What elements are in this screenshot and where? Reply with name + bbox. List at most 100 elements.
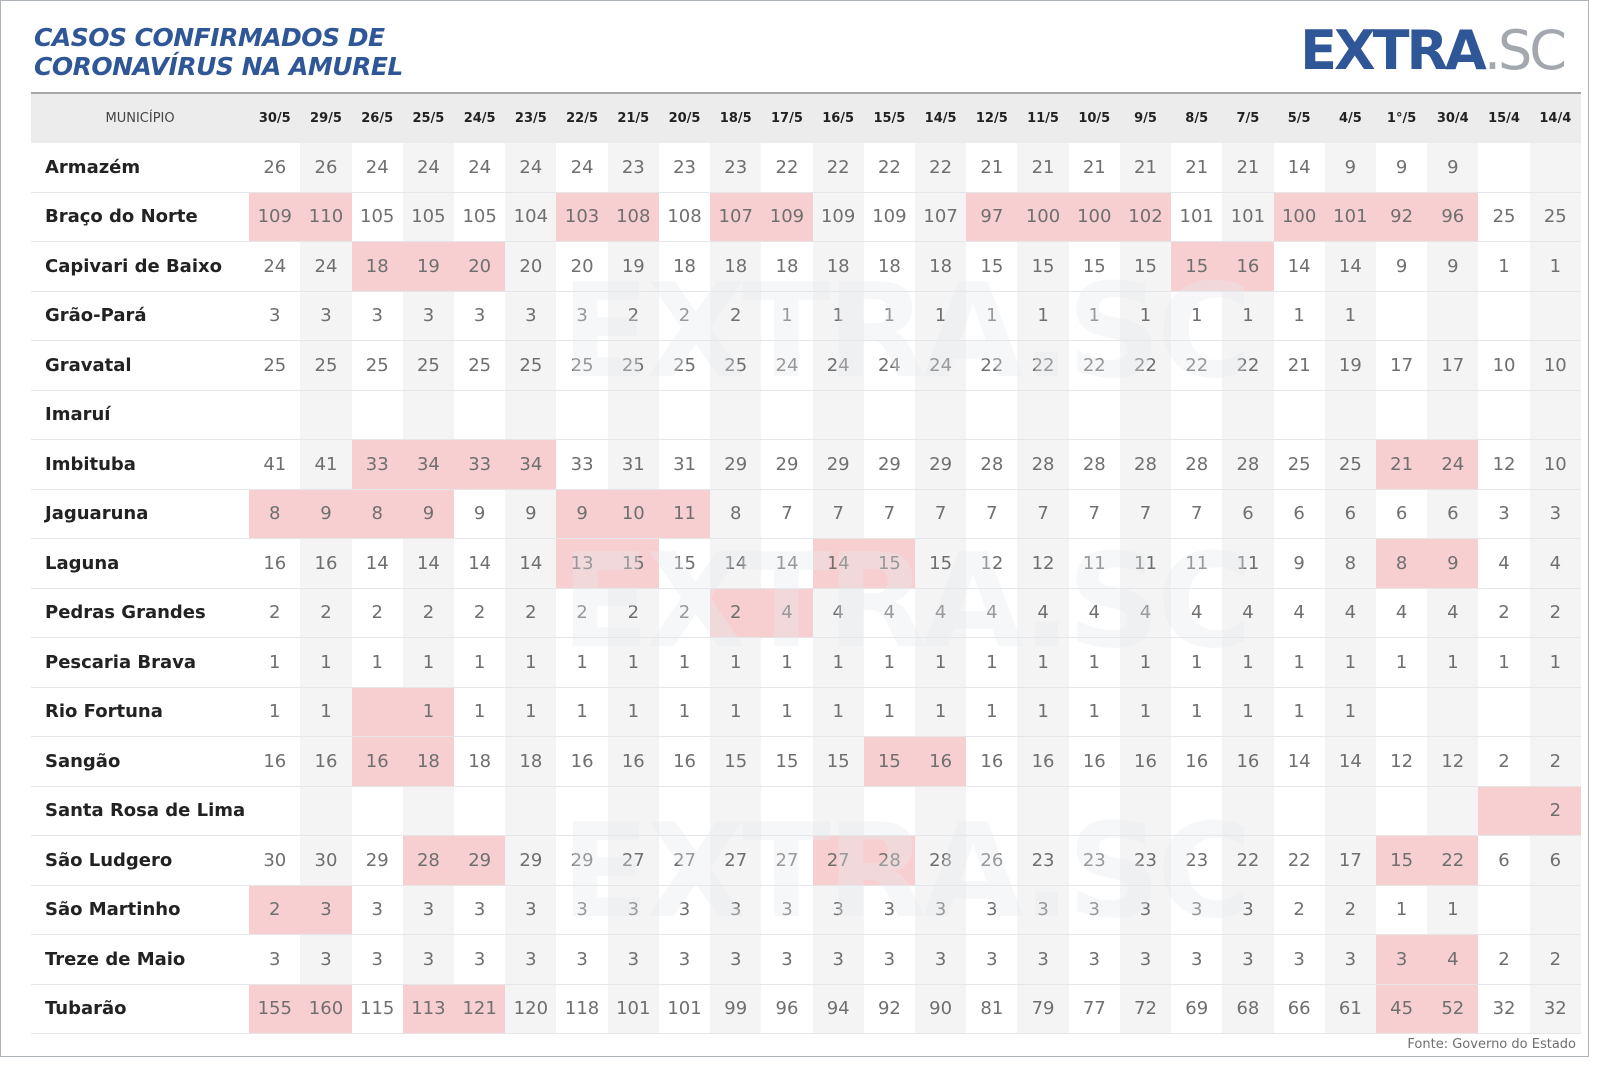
table-row: Capivari de Baixo 24 24 18 19 20 20 20 19 18 18 18 1… [31, 241, 1581, 292]
case-count-cell: 31 [658, 439, 711, 490]
case-count-cell: 107 [915, 192, 967, 242]
case-count-cell: 45 [1375, 984, 1428, 1034]
case-count-cell: 24 [761, 340, 813, 391]
case-count-cell: 3 [351, 885, 403, 935]
case-count-cell: 14 [505, 538, 557, 589]
case-count-cell [1478, 390, 1530, 440]
case-count-cell [556, 390, 608, 440]
column-header-date: 30/4 [1427, 92, 1479, 143]
case-count-cell: 3 [300, 934, 352, 985]
case-count-cell [351, 786, 403, 836]
case-count-cell: 1 [1273, 687, 1325, 737]
case-count-cell: 7 [863, 489, 915, 539]
case-count-cell: 100 [1068, 192, 1120, 242]
case-count-cell: 1 [863, 637, 915, 688]
case-count-cell: 21 [1375, 439, 1428, 490]
case-count-cell: 3 [863, 934, 915, 985]
case-count-cell: 23 [1171, 835, 1223, 886]
case-count-cell: 1 [1324, 687, 1376, 737]
case-count-cell: 96 [1427, 192, 1479, 242]
case-count-cell: 24 [454, 143, 506, 193]
table-row: Jaguaruna 8 9 8 9 9 9 9 10 11 8 7 7 7 7 7 7 7 7 7 6 6 6 6 6 3 3 [31, 489, 1581, 539]
case-count-cell: 100 [1273, 192, 1325, 242]
case-count-cell: 1 [556, 687, 608, 737]
case-count-cell: 52 [1427, 984, 1479, 1034]
case-count-cell [249, 786, 301, 836]
case-count-cell: 9 [1427, 538, 1479, 589]
case-count-cell: 96 [761, 984, 813, 1034]
case-count-cell [1068, 390, 1120, 440]
case-count-cell: 34 [402, 439, 455, 490]
case-count-cell: 28 [1222, 439, 1274, 490]
case-count-cell: 23 [607, 143, 659, 193]
case-count-cell: 15 [1375, 835, 1428, 886]
case-count-cell [402, 390, 455, 440]
title-line-1: CASOS CONFIRMADOS DE [34, 23, 385, 52]
case-count-cell: 2 [1529, 934, 1581, 985]
case-count-cell: 120 [505, 984, 557, 1034]
case-count-cell: 155 [249, 984, 301, 1034]
case-count-cell: 1 [454, 687, 506, 737]
case-count-cell [351, 390, 403, 440]
case-count-cell: 2 [1324, 885, 1376, 935]
case-count-cell: 3 [505, 885, 557, 935]
case-count-cell: 1 [761, 637, 813, 688]
case-count-cell: 2 [1529, 736, 1581, 787]
case-count-cell: 32 [1478, 984, 1530, 1034]
case-count-cell: 24 [863, 340, 915, 391]
case-count-cell: 14 [761, 538, 813, 589]
case-count-cell: 3 [402, 885, 455, 935]
case-count-cell [505, 786, 557, 836]
case-count-cell: 21 [1068, 143, 1120, 193]
case-count-cell: 11 [1068, 538, 1120, 589]
column-header-date: 22/5 [556, 92, 608, 143]
case-count-cell [249, 390, 301, 440]
case-count-cell: 3 [556, 885, 608, 935]
case-count-cell: 24 [402, 143, 455, 193]
case-count-cell: 10 [607, 489, 659, 539]
case-count-cell: 1 [402, 637, 455, 688]
case-count-cell: 107 [710, 192, 762, 242]
case-count-cell: 15 [863, 538, 915, 589]
case-count-cell: 1 [1273, 291, 1325, 341]
case-count-cell: 2 [1529, 588, 1581, 638]
case-count-cell: 14 [351, 538, 403, 589]
table-row: Rio Fortuna 1 1 1 1 1 1 1 1 1 1 1 1 1 1 1 1 1 1 1 1 1 [31, 687, 1581, 737]
column-header-date: 30/5 [249, 92, 301, 143]
case-count-cell: 18 [761, 241, 813, 292]
case-count-cell: 24 [915, 340, 967, 391]
case-count-cell [1375, 291, 1428, 341]
case-count-cell: 25 [1529, 192, 1581, 242]
case-count-cell: 14 [402, 538, 455, 589]
case-count-cell [812, 786, 864, 836]
case-count-cell: 2 [402, 588, 455, 638]
case-count-cell: 3 [249, 291, 301, 341]
case-count-cell: 26 [300, 143, 352, 193]
case-count-cell: 90 [915, 984, 967, 1034]
case-count-cell: 16 [607, 736, 659, 787]
case-count-cell: 30 [249, 835, 301, 886]
case-count-cell: 2 [658, 588, 711, 638]
case-count-cell [1529, 687, 1581, 737]
case-count-cell: 1 [1427, 637, 1479, 688]
case-count-cell: 1 [1171, 637, 1223, 688]
case-count-cell: 23 [1017, 835, 1069, 886]
case-count-cell: 27 [761, 835, 813, 886]
municipality-name: Braço do Norte [31, 192, 250, 242]
case-count-cell: 1 [710, 637, 762, 688]
case-count-cell: 4 [1427, 934, 1479, 985]
municipality-name: Laguna [31, 538, 250, 589]
case-count-cell: 8 [351, 489, 403, 539]
case-count-cell: 32 [1529, 984, 1581, 1034]
case-count-cell: 25 [1273, 439, 1325, 490]
case-count-cell: 29 [556, 835, 608, 886]
case-count-cell: 21 [1017, 143, 1069, 193]
case-count-cell: 16 [1068, 736, 1120, 787]
case-count-cell: 25 [658, 340, 711, 391]
case-count-cell [1222, 786, 1274, 836]
case-count-cell: 23 [710, 143, 762, 193]
column-header-date: 8/5 [1171, 92, 1223, 143]
municipality-name: Rio Fortuna [31, 687, 250, 737]
case-count-cell: 9 [1375, 143, 1428, 193]
table-row: Sangão 16 16 16 18 18 18 16 16 16 15 15 15 15 16 16 16 16… [31, 736, 1581, 787]
